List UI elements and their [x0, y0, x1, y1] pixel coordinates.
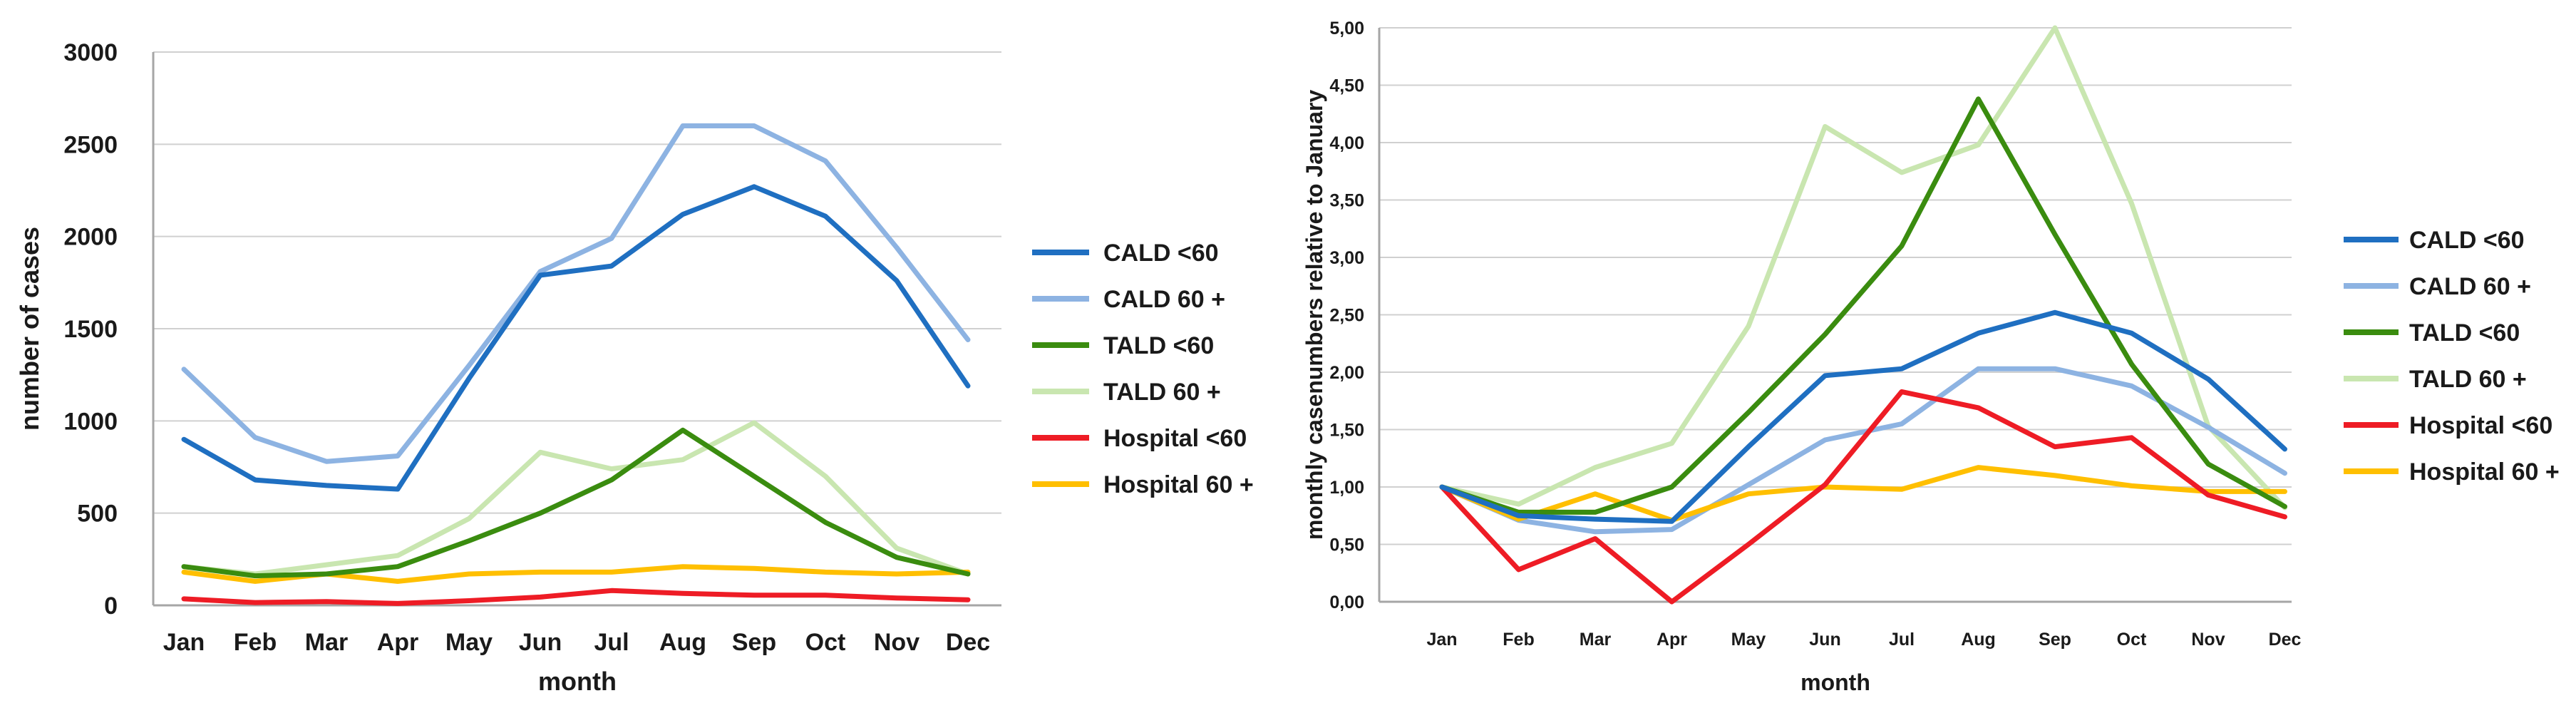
legend-label: CALD <60 [1103, 240, 1219, 267]
y-tick-label: 4,00 [1329, 133, 1364, 153]
x-axis-title: month [1800, 670, 1870, 695]
legend-label: Hospital <60 [2409, 412, 2552, 439]
y-tick-label: 2500 [63, 131, 118, 158]
y-tick-label: 500 [77, 501, 118, 528]
x-tick-label: Jun [519, 629, 562, 656]
x-tick-label: Sep [2039, 630, 2071, 650]
series-line-hospital-60 [181, 588, 971, 606]
x-tick-label: Mar [1580, 630, 1612, 650]
y-axis-title: monthly casenumbers relative to January [1302, 90, 1327, 540]
legend-label: Hospital <60 [1103, 425, 1247, 452]
x-tick-label: Feb [1503, 630, 1534, 650]
y-tick-label: 3,00 [1329, 248, 1364, 268]
x-tick-label: Mar [305, 629, 348, 656]
x-tick-label: May [445, 629, 493, 656]
y-tick-label: 1,00 [1329, 478, 1364, 498]
series-line-cald-60 [181, 123, 971, 464]
x-tick-label: Jun [1809, 630, 1840, 650]
y-tick-label: 0 [104, 593, 118, 620]
series-line-cald-60 [1439, 366, 2287, 535]
series-line-hospital-60 [1439, 389, 2287, 605]
series-line-cald-60 [181, 184, 971, 492]
x-tick-label: Jan [1426, 630, 1457, 650]
x-tick-label: Jan [163, 629, 205, 656]
series-line-tald-60 [181, 420, 971, 577]
chart-2: 0,00 0,50 1,00 1,50 2,00 2,50 3,00 3,50 4,00 4,50… [1302, 19, 2560, 695]
x-tick-label: Dec [946, 629, 990, 656]
series-line-cald-60 [1439, 309, 2287, 524]
legend-label: Hospital 60 + [2409, 458, 2560, 486]
y-tick-label: 2,50 [1329, 306, 1364, 326]
chart-1: 0 500 1000 1500 2000 2500 3000 Jan Feb Mar Apr May J… [15, 39, 1254, 696]
legend-label: TALD <60 [2409, 319, 2520, 347]
x-tick-label: Apr [1657, 630, 1687, 650]
series-line-tald-60 [1439, 96, 2287, 515]
legend-label: CALD 60 + [1103, 286, 1225, 313]
x-tick-label: Oct [2117, 630, 2147, 650]
y-tick-label: 5,00 [1329, 19, 1364, 39]
y-tick-label: 1000 [63, 408, 118, 435]
x-tick-label: Nov [874, 629, 919, 656]
x-tick-label: Dec [2269, 630, 2302, 650]
legend-label: TALD 60 + [2409, 366, 2527, 393]
series-line-tald-60 [1439, 25, 2287, 511]
y-tick-label: 2,00 [1329, 363, 1364, 383]
x-tick-label: Aug [659, 629, 706, 656]
legend-label: TALD 60 + [1103, 379, 1221, 406]
x-tick-label: Sep [732, 629, 776, 656]
legend: CALD <60 CALD 60 + TALD <60 TALD 60 + Hospit… [2344, 227, 2560, 486]
series-line-tald-60 [181, 427, 971, 579]
x-tick-label: Jul [1889, 630, 1915, 650]
x-tick-label: Nov [2191, 630, 2225, 650]
legend-label: Hospital 60 + [1103, 471, 1254, 498]
series-line-hospital-60 [1439, 465, 2287, 523]
y-tick-label: 4,50 [1329, 76, 1364, 96]
x-tick-label: Feb [234, 629, 277, 656]
y-tick-label: 3000 [63, 39, 118, 66]
x-tick-label: Apr [377, 629, 419, 656]
x-tick-label: Jul [594, 629, 629, 656]
y-tick-label: 0,00 [1329, 593, 1364, 612]
x-tick-label: Aug [1961, 630, 1996, 650]
legend: CALD <60 CALD 60 + TALD <60 TALD 60 + Hospit… [1032, 240, 1254, 498]
x-tick-label: Oct [805, 629, 846, 656]
x-axis-title: month [538, 667, 617, 696]
y-tick-label: 0,50 [1329, 535, 1364, 555]
legend-label: CALD 60 + [2409, 273, 2531, 300]
y-tick-label: 1,50 [1329, 421, 1364, 441]
legend-label: CALD <60 [2409, 227, 2525, 254]
y-axis-title: number of cases [15, 227, 44, 431]
y-tick-label: 2000 [63, 224, 118, 251]
legend-label: TALD <60 [1103, 332, 1214, 359]
y-tick-label: 1500 [63, 316, 118, 343]
x-tick-label: May [1731, 630, 1766, 650]
y-tick-label: 3,50 [1329, 191, 1364, 211]
